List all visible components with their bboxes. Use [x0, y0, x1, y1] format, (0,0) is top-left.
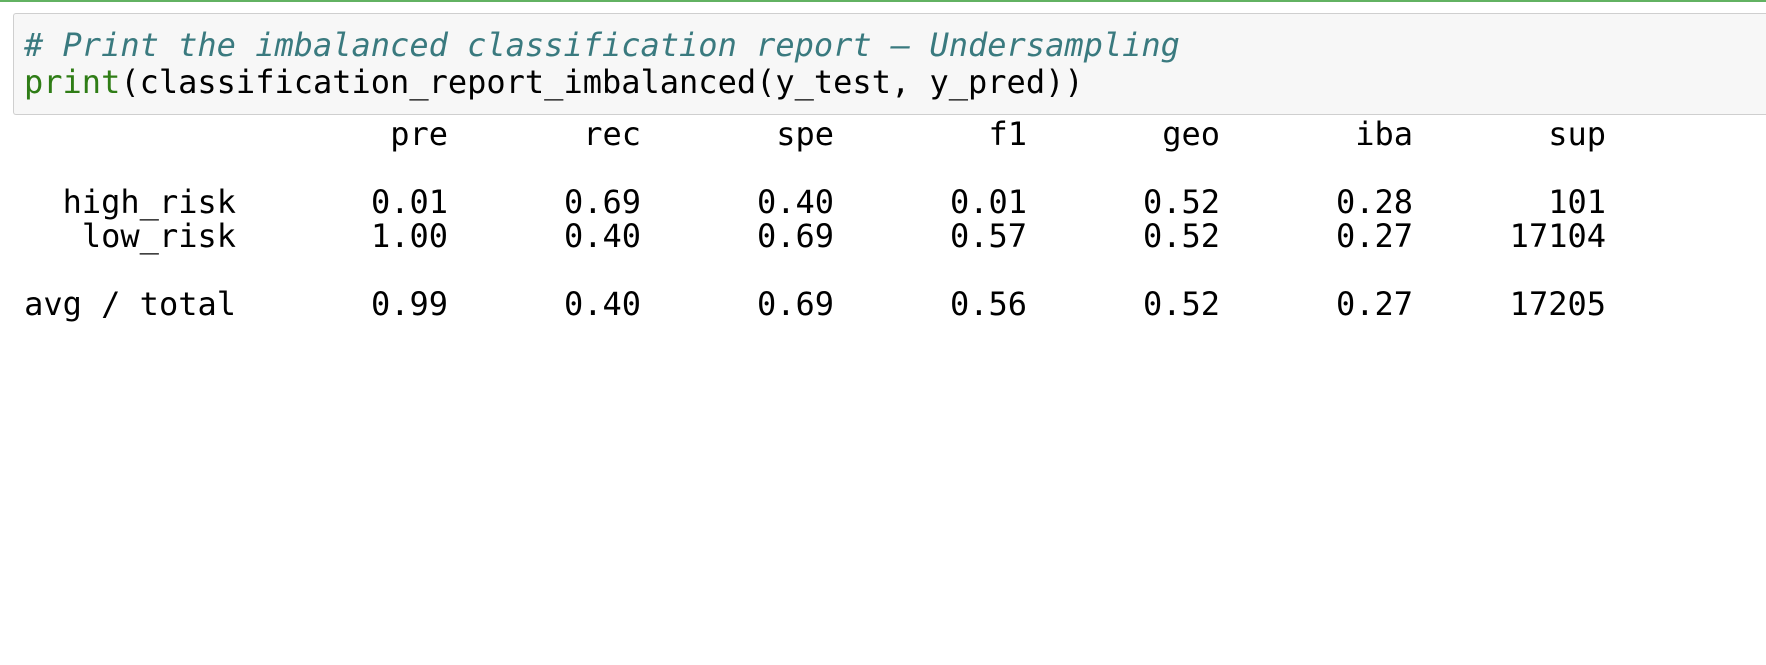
total-f1: 0.56 — [949, 285, 1027, 323]
total-pre: 0.99 — [370, 285, 448, 323]
report-total-row: avg / total 0.99 0.40 0.69 0.56 0.52 0.2… — [0, 285, 1766, 323]
header-iba: iba — [1355, 115, 1413, 153]
header-sup: sup — [1548, 115, 1606, 153]
header-f1: f1 — [988, 115, 1027, 153]
value-spe: 0.69 — [756, 217, 834, 255]
header-geo: geo — [1162, 115, 1220, 153]
code-cell-input[interactable]: # Print the imbalanced classification re… — [13, 13, 1766, 115]
report-header-row: pre rec spe f1 geo iba sup — [24, 115, 1766, 153]
value-rec: 0.40 — [563, 217, 641, 255]
code-statement: print(classification_report_imbalanced(y… — [24, 63, 1084, 101]
row-label-avg-total: avg / total — [24, 285, 236, 323]
row-label-low-risk: low_risk — [81, 217, 236, 255]
row-label-high-risk: high_risk — [62, 183, 236, 221]
report-row: low_risk 1.00 0.40 0.69 0.57 0.52 0.27 1… — [0, 217, 1766, 255]
value-f1: 0.57 — [949, 217, 1027, 255]
code-comment: # Print the imbalanced classification re… — [24, 26, 1180, 64]
cell-selection-bar — [0, 0, 1766, 2]
value-sup: 17104 — [1509, 217, 1606, 255]
value-pre: 0.01 — [370, 183, 448, 221]
total-geo: 0.52 — [1142, 285, 1220, 323]
print-builtin: print — [24, 63, 121, 101]
cell-output: pre rec spe f1 geo iba sup high_risk 0.0… — [0, 115, 1766, 404]
value-spe: 0.40 — [756, 183, 834, 221]
value-f1: 0.01 — [949, 183, 1027, 221]
header-spe: spe — [776, 115, 834, 153]
value-rec: 0.69 — [563, 183, 641, 221]
value-geo: 0.52 — [1142, 183, 1220, 221]
total-spe: 0.69 — [756, 285, 834, 323]
total-iba: 0.27 — [1335, 285, 1413, 323]
header-rec: rec — [583, 115, 641, 153]
report-row: high_risk 0.01 0.69 0.40 0.01 0.52 0.28 … — [0, 183, 1766, 221]
value-iba: 0.27 — [1335, 217, 1413, 255]
total-rec: 0.40 — [563, 285, 641, 323]
total-sup: 17205 — [1509, 285, 1606, 323]
value-sup: 101 — [1548, 183, 1606, 221]
value-geo: 0.52 — [1142, 217, 1220, 255]
function-call: (classification_report_imbalanced(y_test… — [120, 63, 1084, 101]
value-iba: 0.28 — [1335, 183, 1413, 221]
header-pre: pre — [390, 115, 448, 153]
value-pre: 1.00 — [370, 217, 448, 255]
